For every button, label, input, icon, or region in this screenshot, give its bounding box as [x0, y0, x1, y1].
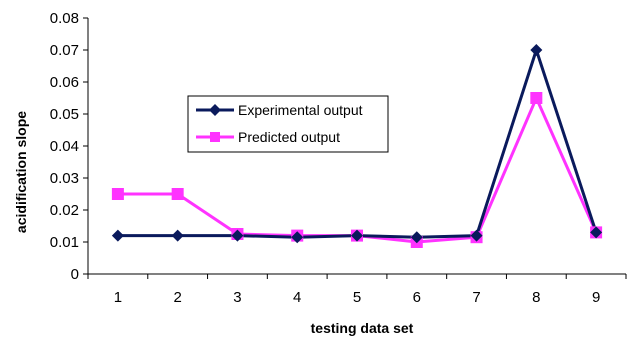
y-tick-label: 0.08: [50, 10, 79, 27]
x-tick-label: 1: [114, 289, 122, 306]
data-point-experimental: [410, 231, 423, 244]
data-point-experimental: [231, 229, 244, 242]
x-tick-label: 3: [233, 289, 241, 306]
data-point-predicted: [111, 188, 124, 200]
y-tick-label: 0: [71, 266, 79, 283]
y-tick-label: 0.07: [50, 42, 79, 59]
y-axis-title: acidification slope: [13, 111, 29, 233]
x-tick-label: 8: [532, 289, 540, 306]
y-tick-label: 0.01: [50, 234, 79, 251]
data-point-experimental: [590, 226, 603, 239]
data-point-experimental: [530, 44, 543, 56]
data-point-experimental: [111, 229, 124, 242]
data-point-predicted: [530, 92, 543, 104]
x-tick-label: 4: [293, 289, 301, 306]
legend-box: [187, 95, 389, 153]
data-point-experimental: [171, 229, 184, 242]
y-tick-label: 0.04: [50, 138, 79, 155]
x-tick-label: 2: [173, 289, 181, 306]
legend-marker-predicted: [210, 132, 220, 142]
x-ticks: 1 2 3 4 5 6 7 8 9: [87, 274, 627, 306]
legend-marker-experimental: [209, 104, 221, 116]
y-tick-label: 0.05: [50, 106, 79, 123]
y-tick-label: 0.06: [50, 74, 79, 91]
data-point-experimental: [291, 231, 304, 244]
x-tick-label: 9: [592, 289, 600, 306]
series-layer: [111, 44, 603, 248]
legend: Experimental output Predicted output: [187, 95, 389, 153]
x-tick-label: 5: [353, 289, 361, 306]
plot-area: 0 0.01 0.02 0.03 0.04 0.05 0.06 0.07 0.08 1 2 3 4 5 6…: [50, 10, 627, 306]
data-point-predicted: [171, 188, 184, 200]
x-tick-label: 7: [472, 289, 480, 306]
x-tick-label: 6: [413, 289, 421, 306]
x-axis-title: testing data set: [311, 320, 414, 336]
y-tick-label: 0.02: [50, 202, 79, 219]
data-point-experimental: [470, 229, 483, 242]
legend-label-predicted: Predicted output: [238, 129, 340, 145]
legend-label-experimental: Experimental output: [238, 102, 363, 118]
y-ticks: 0 0.01 0.02 0.03 0.04 0.05 0.06 0.07 0.08: [50, 10, 88, 283]
y-tick-label: 0.03: [50, 170, 79, 187]
data-point-experimental: [351, 229, 363, 242]
